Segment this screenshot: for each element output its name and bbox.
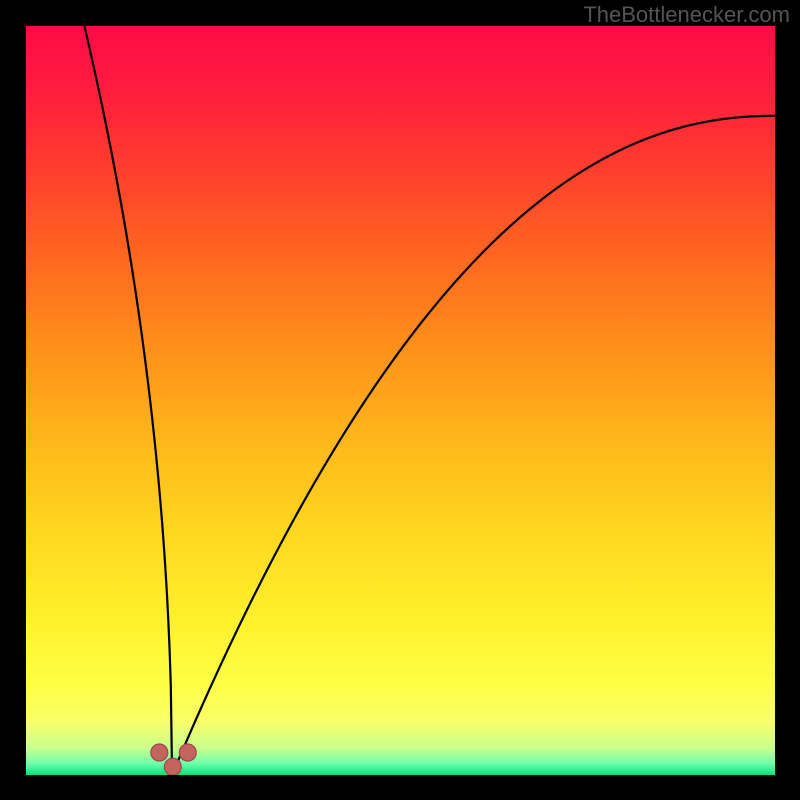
bottleneck-curve (26, 26, 775, 775)
dip-marker (164, 758, 181, 775)
bottleneck-curve-path (26, 26, 775, 775)
dip-marker (151, 744, 168, 761)
chart-stage: TheBottlenecker.com (0, 0, 800, 800)
dip-marker-group (151, 744, 196, 775)
dip-marker (179, 744, 196, 761)
watermark-text: TheBottlenecker.com (583, 2, 790, 28)
plot-area (26, 26, 775, 775)
